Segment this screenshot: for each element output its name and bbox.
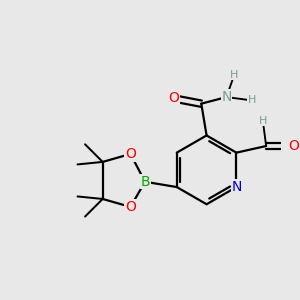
Text: N: N — [221, 90, 232, 104]
Text: N: N — [231, 180, 242, 194]
Text: H: H — [230, 70, 238, 80]
Text: O: O — [168, 92, 179, 105]
Text: O: O — [125, 147, 136, 161]
Text: H: H — [259, 116, 267, 126]
Text: H: H — [248, 95, 256, 105]
Text: B: B — [140, 175, 150, 189]
Text: O: O — [289, 139, 299, 153]
Text: O: O — [125, 200, 136, 214]
